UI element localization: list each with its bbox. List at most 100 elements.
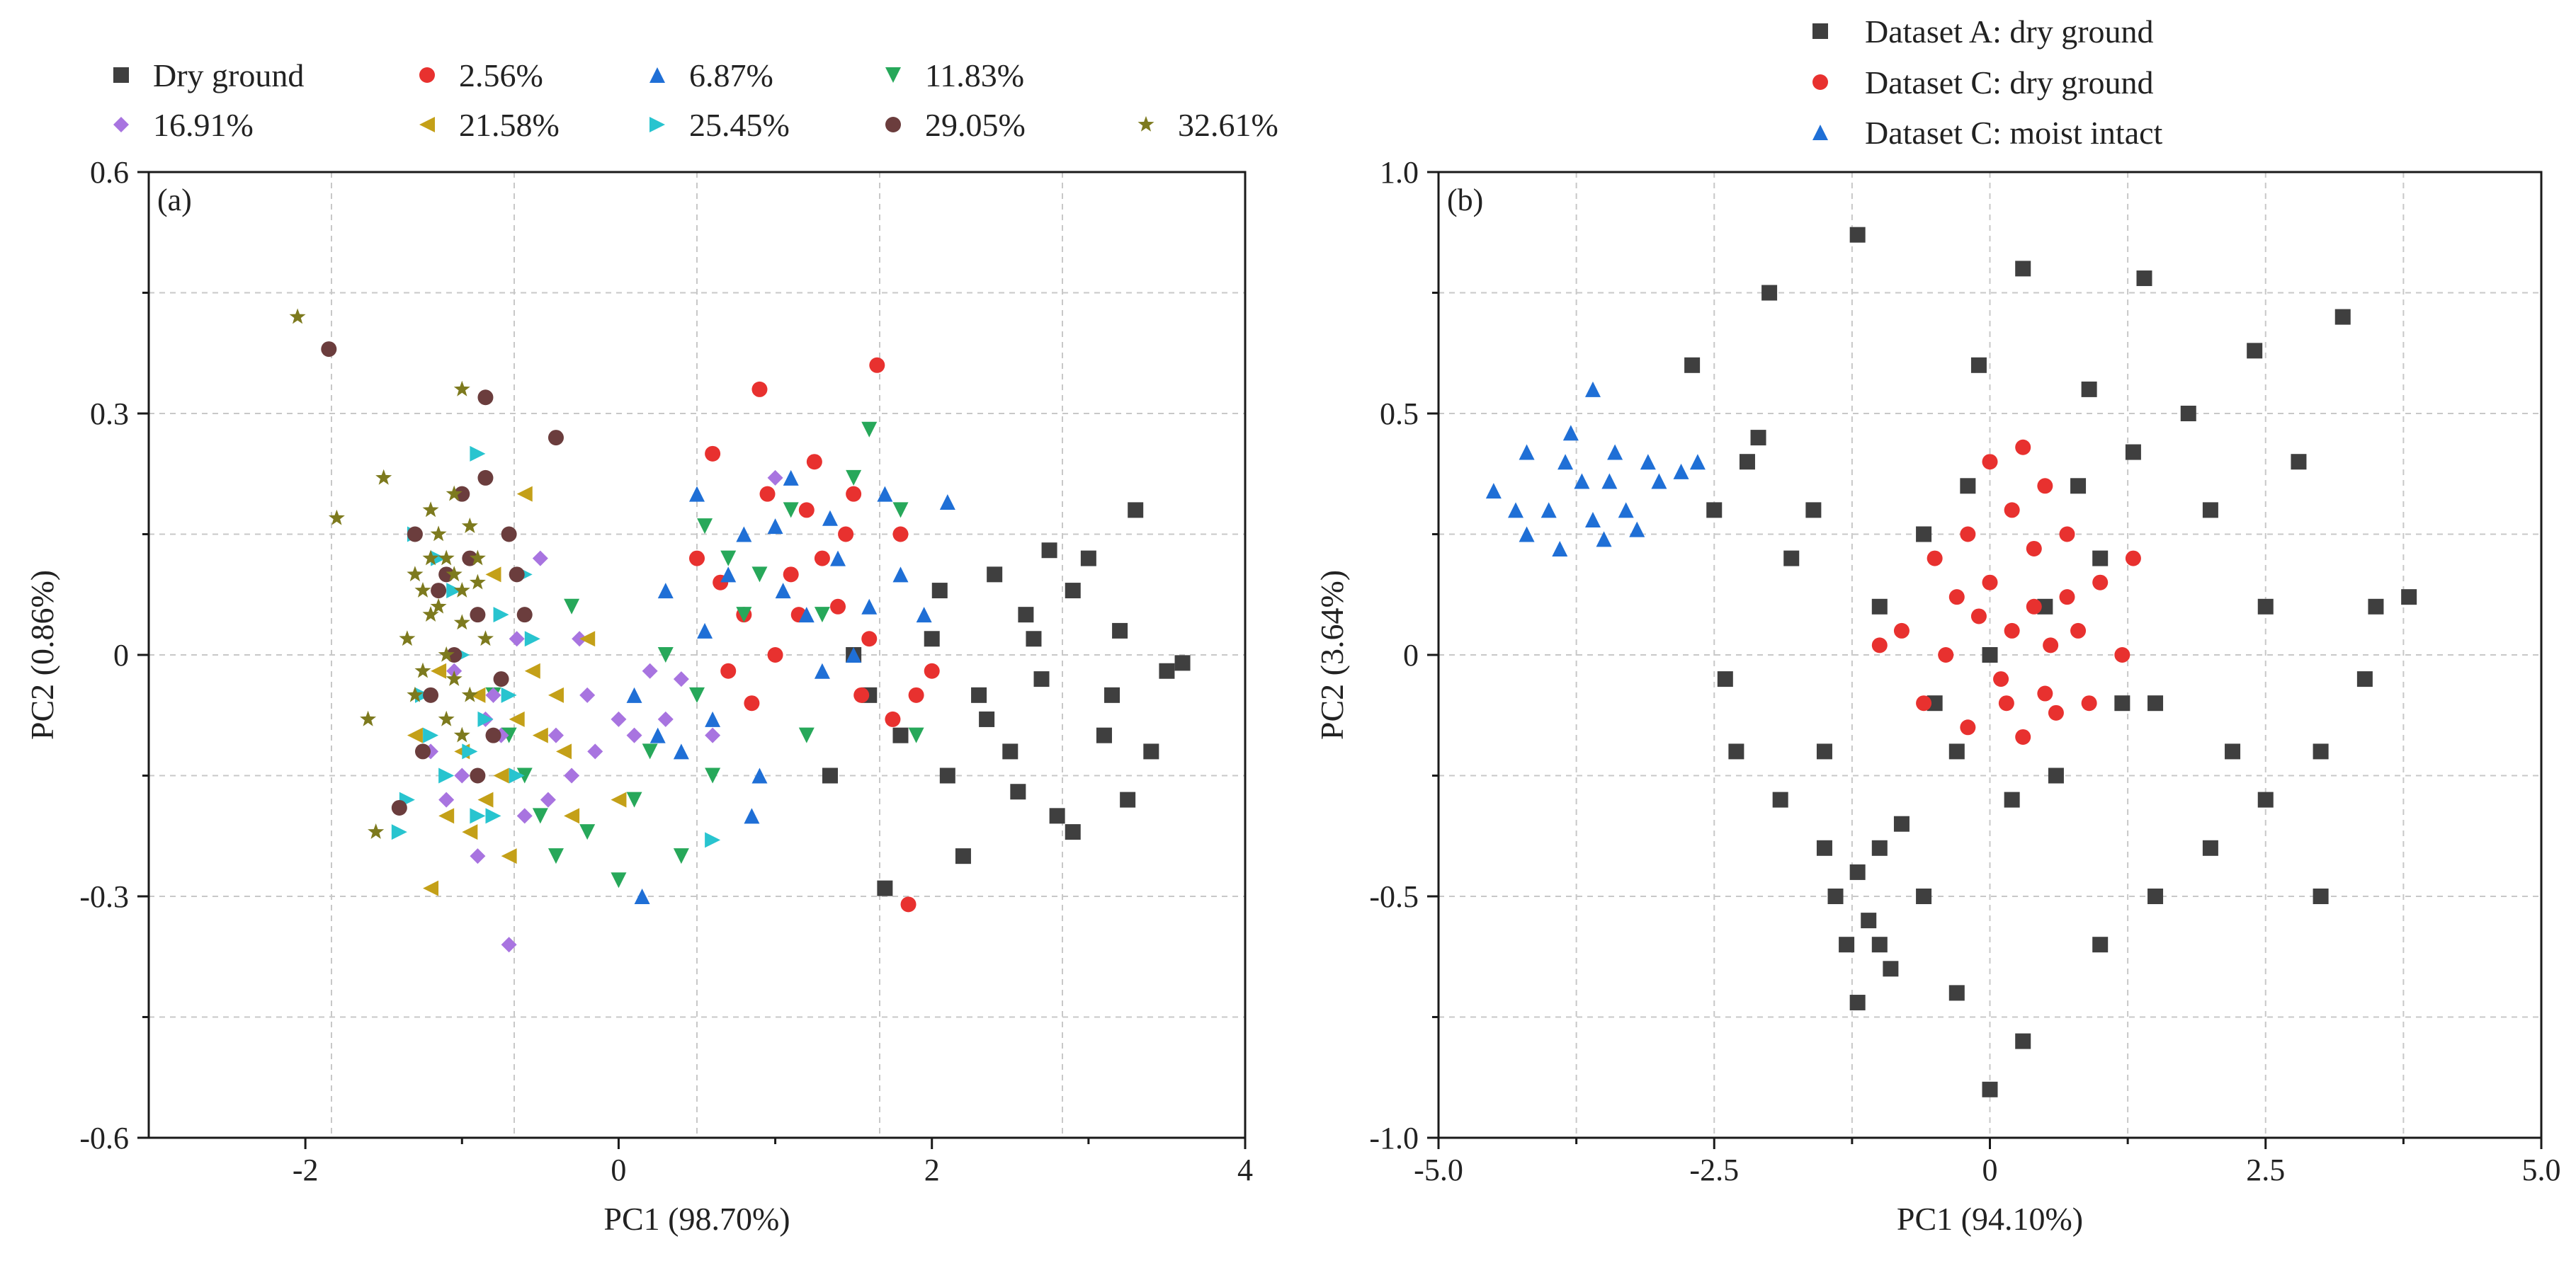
data-point — [438, 808, 455, 824]
data-point — [1805, 502, 1822, 518]
data-point — [453, 726, 470, 743]
data-point — [564, 767, 580, 784]
legend-label: 6.87% — [689, 57, 773, 93]
legend-marker — [649, 117, 665, 132]
data-point — [446, 485, 463, 501]
data-point — [642, 743, 658, 760]
legend-marker — [1812, 23, 1828, 39]
data-point — [1893, 816, 1910, 832]
data-point — [485, 808, 501, 824]
data-point — [477, 469, 494, 486]
data-point — [1174, 655, 1191, 671]
data-point — [1684, 357, 1701, 373]
data-point — [1629, 521, 1645, 537]
data-point — [689, 550, 705, 566]
data-point — [430, 598, 447, 614]
data-point — [438, 646, 455, 662]
legend-item-25-45: 25.45% — [649, 107, 790, 143]
data-point — [2257, 792, 2274, 808]
data-point — [2114, 695, 2130, 712]
y-tick-label: 0 — [1403, 638, 1419, 673]
data-point — [462, 824, 478, 840]
data-point — [987, 566, 1003, 583]
data-point — [1970, 608, 1987, 624]
data-point — [1839, 937, 1855, 953]
data-point — [877, 486, 893, 502]
data-point — [1948, 743, 1965, 760]
data-point — [955, 848, 971, 864]
data-point — [1871, 840, 1888, 856]
data-point — [415, 743, 431, 760]
data-point — [2247, 343, 2263, 359]
data-point — [1948, 589, 1965, 605]
legend-marker — [1812, 125, 1828, 140]
data-point — [1026, 631, 1042, 647]
data-point — [783, 566, 799, 583]
data-point — [720, 663, 737, 679]
data-point — [2081, 381, 2097, 397]
data-point — [446, 583, 463, 599]
data-point — [477, 711, 494, 727]
legend-item-dataset-c-dry-ground: Dataset C: dry ground — [1812, 64, 2154, 101]
data-point — [2202, 502, 2218, 518]
data-point — [1871, 598, 1888, 615]
data-point — [547, 727, 564, 743]
data-point — [1849, 227, 1866, 243]
panel-label: (a) — [157, 183, 192, 217]
data-point — [2026, 598, 2042, 615]
data-point — [501, 526, 517, 542]
data-point — [1948, 985, 1965, 1001]
data-point — [2059, 589, 2075, 605]
legend-item-16-91: 16.91% — [113, 107, 254, 143]
data-point — [705, 767, 721, 784]
data-point — [532, 727, 548, 743]
series-16-91 — [423, 469, 783, 953]
legend-item-29-05: 29.05% — [885, 107, 1026, 143]
data-point — [1982, 1081, 1998, 1097]
data-point — [470, 848, 486, 864]
data-point — [657, 647, 674, 663]
data-point — [2092, 937, 2109, 953]
data-point — [931, 583, 948, 599]
data-point — [916, 607, 932, 623]
data-point — [321, 341, 337, 358]
data-point — [438, 792, 455, 808]
x-tick-label: 0 — [611, 1153, 626, 1187]
data-point — [1689, 454, 1706, 470]
legend-item-32-61: 32.61% — [1137, 107, 1278, 143]
data-point — [524, 663, 540, 679]
data-point — [547, 687, 564, 703]
data-point — [423, 880, 439, 896]
data-point — [2070, 622, 2087, 639]
legend-marker — [649, 67, 665, 83]
data-point — [391, 799, 407, 816]
data-point — [470, 607, 486, 623]
data-point — [1816, 743, 1832, 760]
legend-label: 16.91% — [153, 107, 254, 143]
data-point — [423, 727, 439, 743]
data-point — [2070, 478, 2087, 494]
data-point — [587, 743, 603, 760]
data-point — [2037, 598, 2053, 615]
data-point — [470, 808, 486, 824]
data-point — [422, 549, 439, 566]
data-point — [1159, 663, 1175, 679]
data-point — [516, 486, 533, 502]
data-point — [2048, 704, 2064, 721]
data-point — [657, 711, 674, 727]
data-point — [477, 630, 494, 646]
data-point — [438, 767, 455, 784]
data-point — [1120, 792, 1136, 808]
data-point — [2125, 550, 2141, 566]
x-tick-label: 4 — [1237, 1153, 1253, 1187]
data-point — [2291, 454, 2307, 470]
data-point — [1673, 463, 1689, 479]
data-point — [399, 630, 416, 646]
legend-item-dry-ground: Dry ground — [113, 57, 304, 93]
data-point — [579, 824, 596, 840]
data-point — [877, 880, 893, 896]
data-point — [1104, 687, 1120, 703]
data-point — [2026, 540, 2042, 556]
data-point — [744, 695, 760, 712]
data-point — [767, 469, 783, 486]
